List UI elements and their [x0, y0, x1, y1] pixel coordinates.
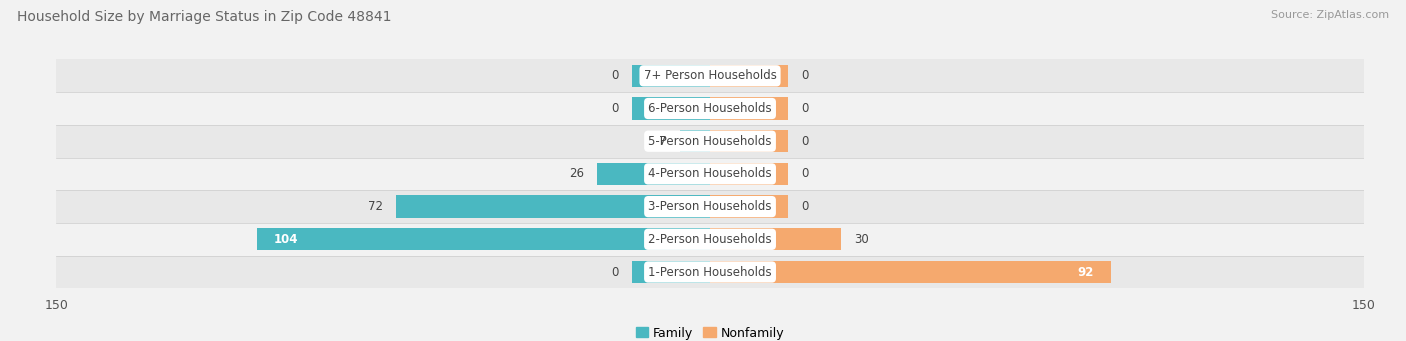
Text: 6-Person Households: 6-Person Households: [648, 102, 772, 115]
Bar: [56, 125, 1364, 158]
Bar: [710, 65, 789, 87]
Text: 2-Person Households: 2-Person Households: [648, 233, 772, 246]
Text: 0: 0: [612, 102, 619, 115]
Bar: [679, 130, 710, 152]
Bar: [631, 65, 710, 87]
Text: Source: ZipAtlas.com: Source: ZipAtlas.com: [1271, 10, 1389, 20]
Bar: [56, 158, 1364, 190]
Bar: [596, 163, 710, 185]
Text: Household Size by Marriage Status in Zip Code 48841: Household Size by Marriage Status in Zip…: [17, 10, 391, 24]
Text: 0: 0: [801, 102, 808, 115]
Bar: [631, 261, 710, 283]
Bar: [710, 98, 789, 120]
Text: 0: 0: [801, 69, 808, 82]
Text: 0: 0: [801, 200, 808, 213]
Bar: [631, 98, 710, 120]
Bar: [710, 195, 789, 218]
Bar: [710, 228, 841, 250]
Text: 4-Person Households: 4-Person Households: [648, 167, 772, 180]
Text: 0: 0: [801, 135, 808, 148]
Bar: [56, 223, 1364, 256]
Legend: Family, Nonfamily: Family, Nonfamily: [636, 327, 785, 340]
Text: 26: 26: [568, 167, 583, 180]
Text: 92: 92: [1077, 266, 1094, 279]
Bar: [710, 261, 1111, 283]
Bar: [710, 163, 789, 185]
Text: 0: 0: [612, 69, 619, 82]
Bar: [710, 130, 789, 152]
Bar: [56, 256, 1364, 288]
Text: 30: 30: [853, 233, 869, 246]
Text: 0: 0: [801, 167, 808, 180]
Text: 0: 0: [612, 266, 619, 279]
Bar: [56, 59, 1364, 92]
Bar: [257, 228, 710, 250]
Bar: [56, 92, 1364, 125]
Text: 5-Person Households: 5-Person Households: [648, 135, 772, 148]
Text: 7: 7: [659, 135, 666, 148]
Bar: [396, 195, 710, 218]
Text: 72: 72: [368, 200, 382, 213]
Text: 3-Person Households: 3-Person Households: [648, 200, 772, 213]
Text: 7+ Person Households: 7+ Person Households: [644, 69, 776, 82]
Bar: [56, 190, 1364, 223]
Text: 1-Person Households: 1-Person Households: [648, 266, 772, 279]
Text: 104: 104: [274, 233, 298, 246]
